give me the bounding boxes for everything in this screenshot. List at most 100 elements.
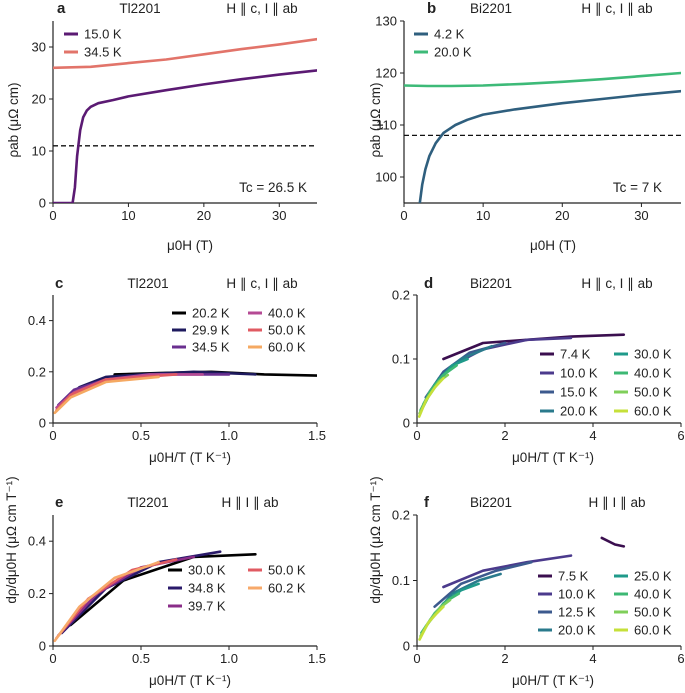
legend-label-a: 15.0 K xyxy=(84,27,122,42)
panel-b-xlabel: μ0H (T) xyxy=(530,238,576,253)
series-line-d xyxy=(422,344,494,406)
plot-f-area: 0 2 4 6 0 0.1 0.2 7.5 K 10.0 K 12.5 K 20.0 K 25.0 K… xyxy=(392,508,685,667)
panel-b-ylabel: ρab (μΩ cm) xyxy=(368,82,383,157)
legend-label-e: 34.8 K xyxy=(188,581,226,596)
x-tick-label-a: 0 xyxy=(49,208,56,223)
legend-f: 7.5 K 10.0 K 12.5 K 20.0 K 25.0 K 40.0 K 50.0 … xyxy=(538,569,672,638)
x-tick-label-d: 2 xyxy=(501,428,508,443)
panel-a: 0 10 20 30 0 10 20 30 15.0 K 34.5 K a Tl2201 H ∥ … xyxy=(6,0,317,253)
x-tick-label-d: 4 xyxy=(589,428,596,443)
y-tick-label-c: 0.4 xyxy=(28,313,46,328)
legend-label-d: 60.0 K xyxy=(634,404,672,419)
legend-b: 4.2 K 20.0 K xyxy=(414,27,472,60)
series-line-b xyxy=(404,71,681,88)
panel-f-material: Bi2201 xyxy=(470,495,512,510)
panel-c-letter: c xyxy=(55,275,63,292)
panel-f-letter: f xyxy=(424,494,430,511)
y-tick-label-b: 100 xyxy=(375,170,397,185)
legend-label-e: 50.0 K xyxy=(268,563,306,578)
panel-e-letter: e xyxy=(55,494,63,511)
y-tick-label-d: 0.1 xyxy=(392,352,410,367)
y-tick-label-b: 130 xyxy=(375,14,397,29)
panel-c-config: H ∥ c, I ∥ ab xyxy=(226,276,297,291)
series-group-a xyxy=(53,37,317,203)
panel-d-xlabel: μ0H/T (T K⁻¹) xyxy=(512,450,594,465)
y-tick-label-c: 0.2 xyxy=(28,364,46,379)
x-tick-label-c: 0 xyxy=(49,428,56,443)
series-line-c xyxy=(53,375,160,415)
plot-e-area: 0 0.5 1.0 1.5 0 0.2 0.4 30.0 K 34.8 K 39.7 K 50.0 … xyxy=(28,515,326,666)
legend-d: 7.4 K 10.0 K 15.0 K 20.0 K 30.0 K 40.0 K 50.0 … xyxy=(540,347,672,419)
legend-label-d: 10.0 K xyxy=(560,366,598,381)
x-tick-label-d: 6 xyxy=(677,428,684,443)
series-line-e xyxy=(69,552,257,627)
plot-d-area: 0 2 4 6 0 0.1 0.2 7.4 K 10.0 K 15.0 K 20.0 K 30.0 K… xyxy=(392,288,685,444)
panel-d-letter: d xyxy=(424,275,433,292)
panel-a-letter: a xyxy=(57,0,66,17)
y-tick-label-b: 120 xyxy=(375,66,397,81)
plot-a-area: 0 10 20 30 0 10 20 30 15.0 K 34.5 K xyxy=(32,21,317,223)
legend-label-f: 50.0 K xyxy=(634,605,672,620)
x-tick-label-a: 20 xyxy=(197,208,211,223)
x-tick-label-c: 1.0 xyxy=(220,428,238,443)
x-tick-label-f: 0 xyxy=(413,651,420,666)
panel-b-config: H ∥ c, I ∥ ab xyxy=(581,1,652,16)
x-tick-label-b: 20 xyxy=(555,208,569,223)
legend-label-c: 20.2 K xyxy=(192,306,230,321)
panel-c-xlabel: μ0H/T (T K⁻¹) xyxy=(149,450,231,465)
series-line-f xyxy=(600,536,626,548)
panel-a-config: H ∥ c, I ∥ ab xyxy=(226,1,297,16)
series-group-e xyxy=(53,550,257,643)
legend-label-d: 7.4 K xyxy=(560,347,591,362)
panel-d-material: Bi2201 xyxy=(470,276,512,291)
y-tick-label-a: 10 xyxy=(32,144,46,159)
panel-a-xlabel: μ0H (T) xyxy=(167,238,213,253)
legend-label-d: 20.0 K xyxy=(560,404,598,419)
series-line-f xyxy=(418,605,445,641)
x-tick-label-e: 1.5 xyxy=(308,651,326,666)
panel-c-material: Tl2201 xyxy=(127,276,168,291)
y-tick-label-b: 110 xyxy=(376,118,397,133)
legend-label-c: 34.5 K xyxy=(192,340,230,355)
panel-d-config: H ∥ c, I ∥ ab xyxy=(581,276,652,291)
series-line-d xyxy=(417,376,445,418)
panel-f-xlabel: μ0H/T (T K⁻¹) xyxy=(512,673,594,688)
legend-label-e: 60.2 K xyxy=(268,581,306,596)
legend-label-c: 40.0 K xyxy=(268,306,306,321)
legend-e: 30.0 K 34.8 K 39.7 K 50.0 K 60.2 K xyxy=(168,563,306,614)
series-line-e xyxy=(55,558,178,640)
panel-b-letter: b xyxy=(427,0,436,17)
panel-c: 0 0.5 1.0 1.5 0 0.2 0.4 20.2 K 29.9 K 34.5 K 40.0 … xyxy=(28,275,326,465)
x-tick-label-e: 0.5 xyxy=(132,651,150,666)
x-tick-label-f: 4 xyxy=(589,651,596,666)
panel-a-material: Tl2201 xyxy=(119,1,160,16)
x-tick-label-b: 30 xyxy=(634,208,648,223)
y-tick-label-e: 0 xyxy=(39,639,46,654)
y-tick-label-a: 20 xyxy=(32,92,46,107)
panel-f-config: H ∥ I ∥ ab xyxy=(588,495,645,510)
legend-label-e: 39.7 K xyxy=(188,599,226,614)
legend-label-b: 20.0 K xyxy=(434,45,472,60)
legend-label-f: 12.5 K xyxy=(558,605,596,620)
panel-b-material: Bi2201 xyxy=(470,1,512,16)
y-tick-label-e: 0.4 xyxy=(28,534,46,549)
series-group-d xyxy=(417,333,626,418)
x-tick-label-c: 1.5 xyxy=(308,428,326,443)
y-tick-label-f: 0.2 xyxy=(392,508,410,523)
legend-label-f: 10.0 K xyxy=(558,587,596,602)
series-line-f xyxy=(433,560,533,609)
panel-d: 0 2 4 6 0 0.1 0.2 7.4 K 10.0 K 15.0 K 20.0 K 30.0 K… xyxy=(392,275,685,465)
x-tick-label-a: 10 xyxy=(121,208,135,223)
legend-label-d: 50.0 K xyxy=(634,385,672,400)
plot-b-area: 0 10 20 30 100 110 120 130 4.2 K 20.0 K xyxy=(375,14,681,223)
plot-c-area: 0 0.5 1.0 1.5 0 0.2 0.4 20.2 K 29.9 K 34.5 K 40.0 … xyxy=(28,295,326,443)
legend-label-e: 30.0 K xyxy=(188,563,226,578)
y-tick-label-f: 0 xyxy=(403,639,410,654)
legend-label-c: 60.0 K xyxy=(268,340,306,355)
y-tick-label-a: 30 xyxy=(32,40,46,55)
x-tick-label-b: 0 xyxy=(400,208,407,223)
legend-label-f: 7.5 K xyxy=(558,569,589,584)
series-line-a xyxy=(53,69,317,203)
legend-label-f: 20.0 K xyxy=(558,623,596,638)
panel-a-ylabel: ρab (μΩ cm) xyxy=(6,82,21,157)
